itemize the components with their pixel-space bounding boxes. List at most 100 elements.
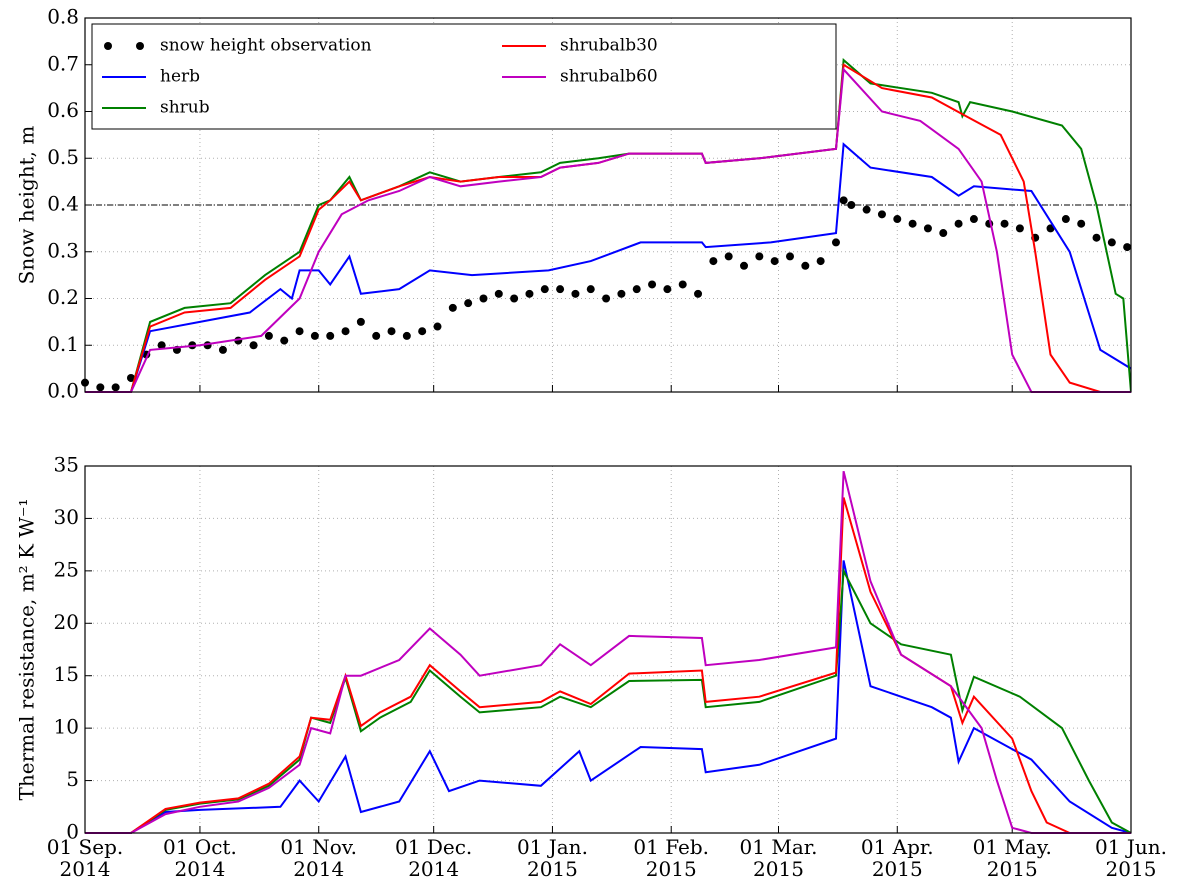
observation-point <box>847 201 856 209</box>
x-tick-label: 01 Feb. 2015 <box>633 835 710 881</box>
observation-point <box>893 215 902 224</box>
y-tick-label: 0.5 <box>47 145 79 169</box>
observation-point <box>740 261 749 270</box>
x-tick-label: 01 Dec. 2014 <box>395 835 473 881</box>
observation-point <box>218 345 227 354</box>
legend-label: snow height observation <box>160 36 372 56</box>
observation-point <box>877 210 886 219</box>
observation-point <box>678 280 687 289</box>
observation-point <box>724 252 733 261</box>
series-line <box>85 142 1131 393</box>
observation-point <box>831 238 840 247</box>
observation-point <box>1000 219 1009 228</box>
observation-point <box>586 285 595 294</box>
series-line <box>85 67 1131 393</box>
observation-point <box>280 336 289 345</box>
observation-point <box>448 303 457 312</box>
observation-point <box>249 341 258 350</box>
observation-point <box>295 327 304 336</box>
y-tick-label: 0.7 <box>47 51 79 75</box>
observation-point <box>923 224 932 233</box>
observation-point <box>356 317 365 326</box>
observation-point <box>839 196 848 205</box>
y-tick-label: 20 <box>54 610 79 634</box>
series-line <box>85 470 1131 834</box>
observation-point <box>402 331 411 340</box>
observation-point <box>709 257 718 266</box>
observation-point <box>494 289 503 298</box>
x-tick-label: 01 Apr. 2015 <box>860 835 934 881</box>
y-tick-label: 0.3 <box>47 238 79 262</box>
observation-point <box>1123 243 1132 252</box>
observation-point <box>479 294 488 303</box>
observation-point <box>556 285 565 294</box>
y-tick-label: 15 <box>54 662 79 686</box>
observation-point <box>310 331 319 340</box>
legend-box <box>91 23 837 130</box>
observation-point <box>264 331 273 340</box>
observation-point <box>433 322 442 331</box>
observation-point <box>755 252 764 261</box>
y-tick-label: 0.1 <box>47 332 79 356</box>
observation-point <box>326 331 335 340</box>
legend-marker <box>104 42 112 50</box>
observation-point <box>785 252 794 261</box>
legend-label: shrubalb30 <box>560 36 658 56</box>
y-tick-label: 0 <box>66 820 79 844</box>
y-tick-label: 0.6 <box>47 98 79 122</box>
x-tick-label: 01 May. 2015 <box>972 835 1052 881</box>
y-tick-label: 30 <box>54 505 79 529</box>
observation-point <box>540 285 549 294</box>
series-line <box>85 567 1131 834</box>
observation-point <box>96 383 105 392</box>
observation-point <box>111 383 120 392</box>
observation-point <box>602 294 611 303</box>
observation-point <box>571 289 580 298</box>
observation-point <box>816 257 825 266</box>
series-line <box>85 58 1131 393</box>
observation-point <box>157 341 166 350</box>
x-tick-label: 01 Mar. 2015 <box>739 835 818 881</box>
y-tick-label: 35 <box>54 453 79 477</box>
observation-point <box>1107 238 1116 247</box>
plot-frame <box>84 465 1132 834</box>
series-line <box>85 497 1131 834</box>
observation-point <box>1077 219 1086 228</box>
observation-point <box>418 327 427 336</box>
observation-point <box>1092 233 1101 242</box>
observation-point <box>908 219 917 228</box>
y-tick-label: 0.0 <box>47 379 79 403</box>
y-tick-label: 0.4 <box>47 192 79 216</box>
observation-point <box>372 331 381 340</box>
observation-point <box>632 285 641 294</box>
x-tick-label: 01 Oct. 2014 <box>163 835 237 881</box>
observation-point <box>126 373 135 382</box>
observation-point <box>954 219 963 228</box>
observation-point <box>801 261 810 270</box>
y-tick-label: 0.8 <box>47 5 79 29</box>
y-axis-label: Snow height, m <box>15 126 39 285</box>
observation-point <box>770 257 779 266</box>
x-tick-label: 01 Nov. 2014 <box>280 835 358 881</box>
x-tick-label: 01 Sep. 2014 <box>46 835 124 881</box>
y-tick-label: 10 <box>54 715 79 739</box>
y-tick-label: 25 <box>54 557 79 581</box>
observation-point <box>387 327 396 336</box>
y-axis-label: Thermal resistance, m² K W⁻¹ <box>15 499 39 801</box>
x-tick-label: 01 Jan. 2015 <box>516 835 588 881</box>
legend-label: herb <box>160 67 200 87</box>
x-tick-label: 01 Jun. 2015 <box>1095 835 1167 881</box>
observation-point <box>525 289 534 298</box>
observation-point <box>464 299 473 308</box>
plot-frame <box>84 17 1132 393</box>
observation-point <box>1061 215 1070 224</box>
observation-point <box>648 280 657 289</box>
observation-point <box>341 327 350 336</box>
legend-label: shrub <box>160 98 210 118</box>
observation-point <box>663 285 672 294</box>
legend-label: shrubalb60 <box>560 67 658 87</box>
observation-point <box>862 205 871 214</box>
observation-point <box>969 215 978 224</box>
